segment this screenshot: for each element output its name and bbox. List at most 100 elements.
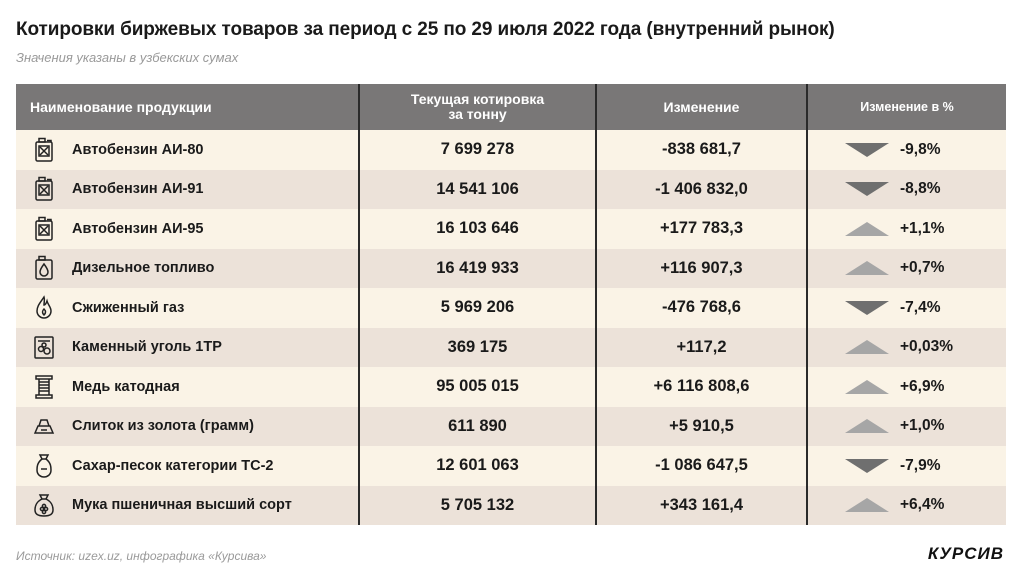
brand-logo: КУРСИВ: [927, 544, 1004, 563]
change-value: -1 086 647,5: [655, 456, 748, 475]
column-divider: [806, 169, 808, 209]
table-row: Автобензин АИ-95 16 103 646 +177 783,3 +1,1…: [16, 209, 1006, 249]
column-divider: [358, 130, 360, 170]
column-divider: [595, 288, 597, 328]
cell-price: 369 175: [360, 328, 595, 368]
column-divider: [595, 485, 597, 525]
up-arrow-icon: [845, 419, 889, 434]
price-value: 5 969 206: [440, 298, 515, 317]
column-divider: [806, 485, 808, 525]
cell-change: +6 116 808,6: [597, 367, 806, 407]
cell-name: Автобензин АИ-80: [16, 130, 358, 170]
change-pct-value: +6,4%: [900, 496, 945, 514]
column-divider: [595, 327, 597, 367]
product-name: Слиток из золота (грамм): [72, 418, 254, 435]
change-value: +117,2: [676, 337, 727, 356]
cell-change-pct: -7,4%: [808, 288, 1006, 328]
change-pct-value: -7,4%: [900, 298, 941, 316]
down-arrow-icon: [845, 142, 889, 157]
product-name: Автобензин АИ-80: [72, 141, 204, 158]
column-divider: [806, 406, 808, 446]
change-pct-value: +1,1%: [900, 219, 945, 237]
cell-change: -476 768,6: [597, 288, 806, 328]
copper-coil-icon: [32, 373, 56, 401]
column-divider: [358, 406, 360, 446]
cell-name: Сахар-песок категории ТС-2: [16, 446, 358, 486]
flour-sack-icon: [32, 491, 56, 519]
column-divider: [595, 169, 597, 209]
fuel-canister-icon: [32, 175, 56, 203]
cell-price: 12 601 063: [360, 446, 595, 486]
coal-icon: [32, 333, 56, 361]
cell-price: 7 699 278: [360, 130, 595, 170]
table-body: Автобензин АИ-80 7 699 278 -838 681,7 -9,8%…: [16, 130, 1006, 525]
column-divider: [358, 327, 360, 367]
table-row: Дизельное топливо 16 419 933 +116 907,3 +0,…: [16, 248, 1006, 289]
up-arrow-icon: [845, 221, 889, 236]
up-arrow-icon: [845, 261, 889, 276]
price-value: 369 175: [447, 337, 508, 356]
up-arrow-icon: [845, 340, 889, 355]
header-name: Наименование продукции: [30, 99, 212, 115]
cell-name: Автобензин АИ-95: [16, 209, 358, 249]
sugar-bag-icon: [32, 452, 56, 480]
column-divider: [806, 288, 808, 328]
change-pct-value: -7,9%: [900, 456, 941, 474]
cell-name: Сжиженный газ: [16, 288, 358, 328]
column-divider: [358, 367, 360, 407]
column-divider: [358, 248, 360, 288]
column-divider: [595, 209, 597, 249]
cell-change-pct: +6,9%: [808, 367, 1006, 407]
cell-name: Дизельное топливо: [16, 249, 358, 289]
column-divider: [595, 446, 597, 486]
product-name: Мука пшеничная высший сорт: [72, 497, 292, 514]
header-change: Изменение: [663, 99, 740, 115]
cell-change-pct: -9,8%: [808, 130, 1006, 170]
cell-change: -1 086 647,5: [597, 446, 806, 486]
column-divider: [595, 130, 597, 170]
change-pct-value: +1,0%: [900, 417, 945, 435]
product-name: Каменный уголь 1ТР: [72, 339, 222, 356]
cell-price: 16 103 646: [360, 209, 595, 249]
product-name: Сжиженный газ: [72, 299, 185, 316]
gas-flame-icon: [32, 294, 56, 322]
column-divider: [358, 446, 360, 486]
up-arrow-icon: [845, 498, 889, 513]
change-pct-value: +0,03%: [900, 338, 954, 356]
change-pct-value: -8,8%: [900, 180, 941, 198]
column-divider: [358, 485, 360, 525]
diesel-canister-icon: [32, 254, 56, 282]
source-note: Источник: uzex.uz, инфографика «Курсива»: [16, 549, 267, 563]
change-value: +5 910,5: [669, 416, 734, 435]
cell-change-pct: -8,8%: [808, 170, 1006, 210]
price-value: 5 705 132: [440, 495, 515, 514]
column-divider: [358, 288, 360, 328]
cell-price: 611 890: [360, 407, 595, 447]
cell-price: 16 419 933: [360, 249, 595, 289]
product-name: Сахар-песок категории ТС-2: [72, 457, 274, 474]
cell-name: Мука пшеничная высший сорт: [16, 486, 358, 526]
price-value: 14 541 106: [436, 179, 519, 198]
cell-name: Слиток из золота (грамм): [16, 407, 358, 447]
cell-price: 14 541 106: [360, 170, 595, 210]
change-value: +343 161,4: [659, 495, 744, 514]
cell-change: -1 406 832,0: [597, 170, 806, 210]
table-row: Сахар-песок категории ТС-2 12 601 063 -1 0…: [16, 446, 1006, 486]
change-value: -476 768,6: [662, 298, 741, 317]
cell-price: 5 705 132: [360, 486, 595, 526]
column-divider: [358, 84, 360, 130]
cell-change-pct: +1,0%: [808, 407, 1006, 447]
cell-change: +177 783,3: [597, 209, 806, 249]
page-title: Котировки биржевых товаров за период с 2…: [16, 19, 835, 40]
change-value: -838 681,7: [662, 140, 741, 159]
product-name: Медь катодная: [72, 378, 180, 395]
gold-bar-icon: [32, 412, 56, 440]
column-divider: [806, 84, 808, 130]
down-arrow-icon: [845, 458, 889, 473]
header-price-line2: за тонну: [448, 106, 507, 122]
fuel-canister-icon: [32, 136, 56, 164]
table-header: Наименование продукции Текущая котировка…: [16, 84, 1006, 130]
header-price: Текущая котировка за тонну: [360, 84, 595, 130]
price-value: 12 601 063: [436, 456, 519, 475]
change-value: -1 406 832,0: [655, 179, 748, 198]
